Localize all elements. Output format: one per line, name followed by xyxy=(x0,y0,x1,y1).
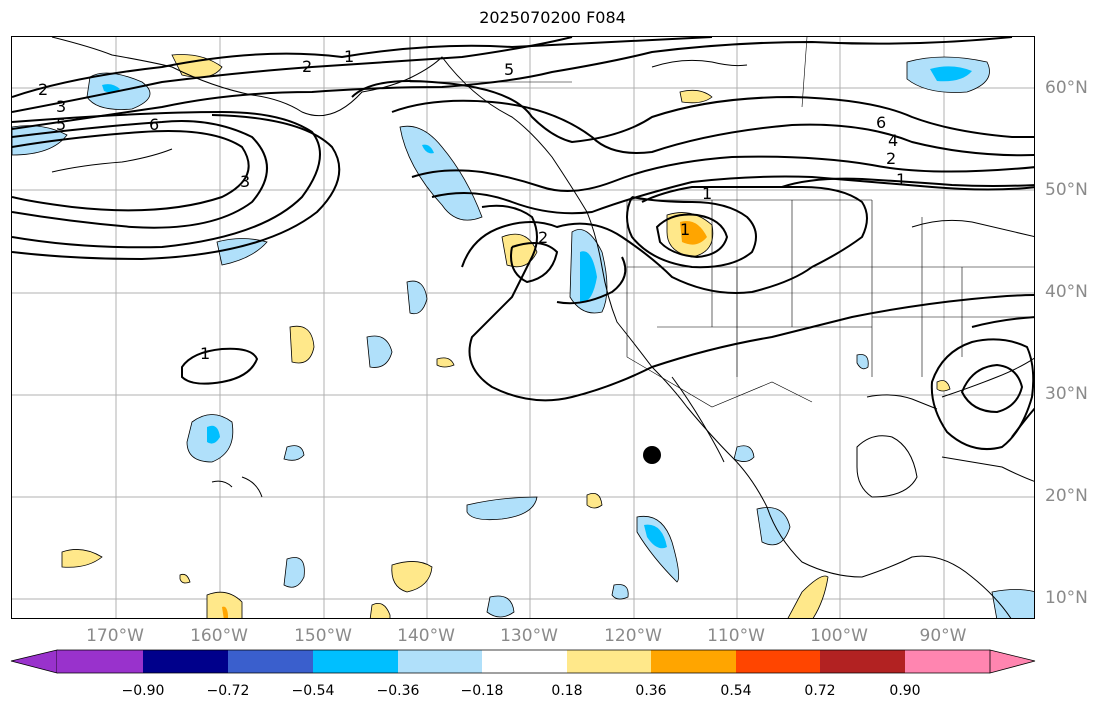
colorbar-segment xyxy=(482,650,567,673)
colorbar-segment xyxy=(567,650,651,673)
contour-label: 5 xyxy=(504,60,514,79)
lon-label: 140°W xyxy=(397,626,455,646)
contour-lines xyxy=(12,37,1034,451)
lon-label: 120°W xyxy=(604,626,662,646)
contour-label: 3 xyxy=(240,172,250,191)
lat-label: 20°N xyxy=(1045,486,1088,506)
lon-label: 160°W xyxy=(190,626,248,646)
colorbar-segment xyxy=(820,650,905,673)
colorbar-segment xyxy=(10,649,58,674)
political-borders xyxy=(409,37,1034,408)
colorbar-segment xyxy=(143,650,228,673)
contour-label: 1 xyxy=(344,47,354,66)
coastlines xyxy=(51,37,1034,618)
contour-label: 6 xyxy=(876,113,886,132)
contour-label: 3 xyxy=(56,97,66,116)
lon-label: 90°W xyxy=(919,626,967,646)
contour-label: 4 xyxy=(888,131,898,150)
lon-label: 170°W xyxy=(86,626,144,646)
lon-label: 130°W xyxy=(500,626,558,646)
colorbar-tick-label: 0.36 xyxy=(635,683,667,699)
colorbar-tick-label: −0.54 xyxy=(291,683,335,699)
map-panel: 1 2 5 2 3 5 6 6 4 2 1 3 2 1 1 1 xyxy=(11,36,1035,619)
contour-label: 2 xyxy=(538,228,548,247)
map-title: 2025070200 F084 xyxy=(479,8,626,27)
lon-label: 110°W xyxy=(707,626,765,646)
colorbar-tick-label: −0.18 xyxy=(460,683,504,699)
location-marker xyxy=(643,446,661,464)
colorbar-segment xyxy=(313,650,398,673)
lat-label: 10°N xyxy=(1045,588,1088,608)
contour-label: 5 xyxy=(56,115,66,134)
lat-label: 60°N xyxy=(1045,78,1088,98)
contour-label-layer: 1 2 5 2 3 5 6 6 4 2 1 3 2 1 1 1 xyxy=(38,47,906,363)
colorbar-tick-label: −0.90 xyxy=(121,683,165,699)
contour-label: 1 xyxy=(680,220,690,239)
colorbar-tick-label: 0.90 xyxy=(889,683,921,699)
colorbar-segment xyxy=(736,650,820,673)
positive-anomaly-shading xyxy=(61,54,951,618)
colorbar-tick-label: 0.54 xyxy=(720,683,752,699)
contour-label: 2 xyxy=(302,57,312,76)
lat-label: 50°N xyxy=(1045,180,1088,200)
negative-anomaly-shading xyxy=(12,56,1034,618)
contour-label: 1 xyxy=(896,170,906,189)
colorbar-tick-label: 0.72 xyxy=(804,683,836,699)
lat-label: 30°N xyxy=(1045,384,1088,404)
map-canvas: 1 2 5 2 3 5 6 6 4 2 1 3 2 1 1 1 xyxy=(12,37,1034,618)
contour-label: 6 xyxy=(149,115,159,134)
lon-label: 150°W xyxy=(294,626,352,646)
colorbar-segment xyxy=(398,650,482,673)
contour-label: 2 xyxy=(38,80,48,99)
lat-label: 40°N xyxy=(1045,282,1088,302)
colorbar-tick-label: −0.36 xyxy=(376,683,420,699)
colorbar-segment xyxy=(989,649,1036,674)
colorbar-segment xyxy=(57,650,143,673)
contour-label: 1 xyxy=(702,184,712,203)
lon-label: 100°W xyxy=(810,626,868,646)
colorbar-segment xyxy=(228,650,313,673)
colorbar-tick-label: −0.72 xyxy=(206,683,250,699)
colorbar xyxy=(10,649,1036,674)
colorbar-segment xyxy=(651,650,736,673)
colorbar-tick-label: 0.18 xyxy=(551,683,583,699)
colorbar-segment xyxy=(905,650,990,673)
contour-label: 2 xyxy=(886,149,896,168)
contour-label: 1 xyxy=(200,344,210,363)
